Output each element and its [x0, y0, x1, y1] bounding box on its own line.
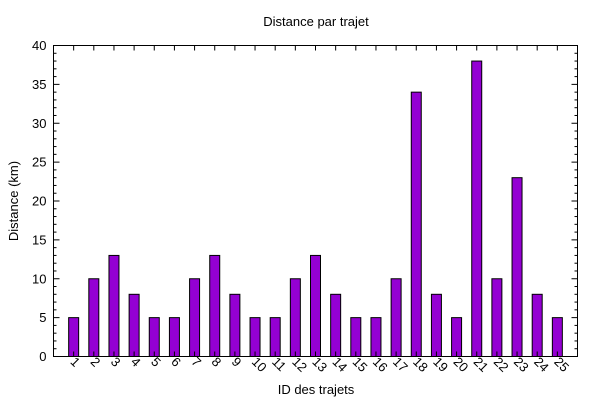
- bar-21: [471, 60, 483, 358]
- x-tick-label: 16: [370, 354, 391, 375]
- bar-13: [310, 254, 321, 357]
- x-tick-label: 20: [450, 354, 471, 375]
- x-ticks-group: 1 2 3 4 5 6 7 8 9 10 11 12 13 14 15 16 17 18 19 20 21 22 23 24 2…: [68, 45, 572, 375]
- x-tick-label: 18: [410, 354, 431, 375]
- bar-20: [451, 317, 463, 357]
- y-tick-label: 0: [39, 349, 46, 364]
- bar-10: [249, 317, 261, 357]
- x-axis-label: ID des trajets: [278, 382, 355, 397]
- bar-23: [511, 177, 523, 357]
- x-tick-label: 13: [309, 354, 330, 375]
- x-tick-label: 10: [249, 354, 270, 375]
- bar-4: [128, 293, 140, 357]
- y-tick-label: 40: [32, 38, 46, 53]
- y-axis-label: Distance (km): [6, 161, 21, 241]
- x-tick-label: 22: [491, 354, 512, 375]
- bar-16: [370, 317, 382, 357]
- y-tick-label: 30: [32, 116, 46, 131]
- x-tick-label: 11: [269, 354, 289, 374]
- bar-9: [229, 293, 241, 357]
- x-tick-label: 25: [551, 354, 572, 375]
- bar-2: [88, 278, 100, 357]
- y-tick-label: 15: [32, 232, 46, 247]
- bars-group: [68, 60, 563, 358]
- bar-5: [148, 317, 160, 357]
- chart-title: Distance par trajet: [263, 14, 369, 29]
- x-tick-label: 23: [511, 354, 532, 375]
- bar-22: [491, 278, 503, 357]
- bar-18: [410, 91, 422, 358]
- x-tick-label: 19: [430, 354, 451, 375]
- bar-11: [269, 317, 281, 357]
- bar-12: [289, 278, 301, 357]
- bar-14: [330, 293, 342, 357]
- bar-17: [390, 278, 402, 357]
- bar-19: [430, 293, 442, 357]
- y-tick-label: 25: [32, 155, 46, 170]
- x-tick-label: 12: [289, 354, 310, 375]
- y-tick-label: 10: [32, 271, 46, 286]
- bar-3: [108, 254, 120, 357]
- x-tick-label: 24: [531, 354, 552, 375]
- bar-6: [168, 317, 180, 357]
- x-tick-label: 21: [471, 354, 492, 375]
- y-tick-label: 35: [32, 77, 46, 92]
- y-ticks-group: 0 5 10 15 20 25 30 35 40: [32, 38, 578, 364]
- x-tick-label: 17: [390, 354, 411, 375]
- bar-24: [531, 293, 543, 357]
- plot-frame: [53, 45, 578, 357]
- bar-8: [209, 254, 221, 357]
- x-tick-label: 15: [350, 354, 371, 375]
- bar-7: [189, 278, 201, 357]
- y-tick-label: 20: [32, 194, 46, 209]
- bar-1: [68, 317, 80, 357]
- y-tick-label: 5: [39, 310, 46, 325]
- x-tick-label: 14: [330, 354, 351, 375]
- bar-15: [350, 317, 362, 357]
- bar-25: [551, 317, 563, 357]
